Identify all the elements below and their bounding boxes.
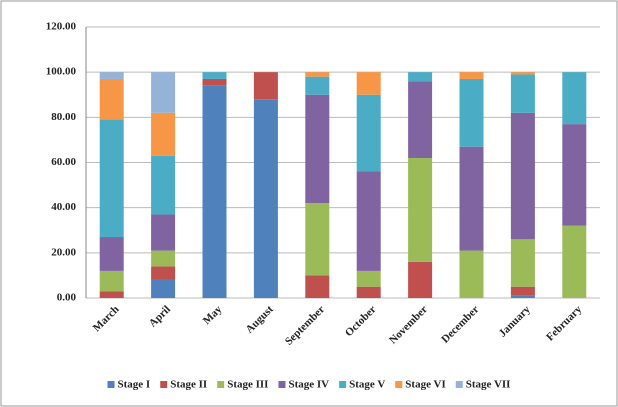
y-tick-label: 80.00	[51, 111, 76, 123]
legend-swatch	[217, 381, 225, 388]
bar-segment	[151, 72, 176, 113]
legend-label: Stage II	[170, 379, 207, 391]
bar-segment	[99, 270, 124, 292]
bar-segment	[151, 112, 176, 156]
bar-segment	[202, 72, 227, 79]
bar-segment	[202, 85, 227, 298]
legend-label: Stage I	[118, 379, 151, 391]
bar-segment	[356, 270, 381, 287]
y-tick-label: 40.00	[51, 201, 76, 213]
y-tick-label: 0.00	[57, 292, 77, 304]
legend-swatch	[160, 381, 168, 388]
bar-segment	[510, 295, 535, 298]
bar-segment	[151, 279, 176, 298]
legend-label: Stage V	[349, 379, 385, 391]
legend: Stage I Stage II Stage III Stage IV Stage V S…	[107, 379, 511, 391]
bar-segment	[305, 76, 330, 95]
bar-segment	[151, 250, 176, 267]
bar-segment	[99, 119, 124, 238]
y-tick-label: 100.00	[46, 66, 77, 78]
bar-segment	[562, 124, 587, 226]
bar-segment	[253, 99, 278, 299]
y-tick-label: 60.00	[51, 156, 76, 168]
bar-segment	[459, 72, 484, 79]
bar-segment	[356, 286, 381, 298]
bar-segment	[510, 112, 535, 240]
bar-segment	[408, 157, 433, 262]
bar-segment	[151, 266, 176, 280]
legend-swatch	[278, 381, 286, 388]
legend-label: Stage III	[227, 379, 268, 391]
bar-segment	[253, 72, 278, 100]
legend-swatch	[395, 381, 403, 388]
legend-label: Stage VI	[405, 379, 445, 391]
bar-segment	[459, 250, 484, 298]
bar-segment	[408, 261, 433, 298]
bar-segment	[99, 291, 124, 298]
bar-segment	[151, 155, 176, 215]
bar-segment	[510, 74, 535, 113]
legend-swatch	[455, 381, 463, 388]
bar-segment	[356, 72, 381, 95]
bar-segment	[305, 203, 330, 276]
bar-segment	[510, 239, 535, 287]
bar-segment	[99, 72, 124, 79]
bar-segment	[151, 214, 176, 251]
bar-segment	[510, 286, 535, 296]
bar-segment	[459, 146, 484, 251]
bar-segment	[408, 81, 433, 158]
legend-label: Stage VII	[466, 379, 511, 391]
bar-segment	[408, 72, 433, 82]
bar-segment	[356, 94, 381, 172]
bar-segment	[305, 72, 330, 77]
bar-segment	[202, 78, 227, 86]
bar-segment	[459, 78, 484, 147]
legend-swatch	[339, 381, 347, 388]
bar-segment	[305, 94, 330, 204]
bar-segment	[305, 275, 330, 298]
y-tick-label: 20.00	[51, 246, 76, 258]
bar-segment	[356, 171, 381, 271]
y-tick-label: 120.00	[46, 21, 77, 33]
legend-swatch	[107, 381, 115, 388]
legend-label: Stage IV	[288, 379, 329, 391]
bar-segment	[99, 237, 124, 271]
bar-segment	[562, 72, 587, 125]
bar-segment	[510, 72, 535, 75]
bar-segment	[99, 78, 124, 120]
bar-segment	[562, 225, 587, 298]
